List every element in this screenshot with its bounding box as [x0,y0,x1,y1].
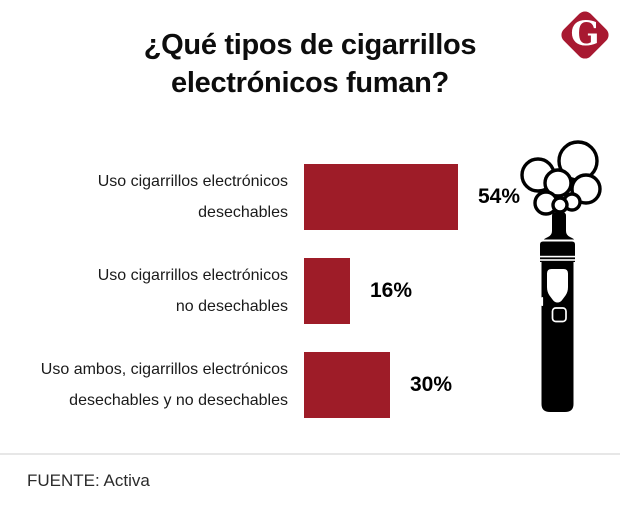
value-label: 16% [370,279,413,302]
value-label: 54% [478,185,521,208]
bar-label-line-1: Uso ambos, cigarrillos electrónicos [40,360,288,378]
footer-divider [0,453,620,455]
logo-letter: G [570,14,600,54]
bar-row-no-desechables: Uso cigarrillos electrónicos no desechab… [0,258,412,324]
bar-label: Uso cigarrillos electrónicos desechables [0,166,288,229]
page-title-line-2: electrónicos fuman? [171,67,449,99]
page-title: ¿Qué tipos de cigarrillos electrónicos f… [0,26,620,102]
bar-label: Uso cigarrillos electrónicos no desechab… [0,260,288,323]
e-cigarette-illustration [520,140,602,412]
bar-row-desechables: Uso cigarrillos electrónicos desechables… [0,164,520,230]
bar-no-desechables [304,258,350,324]
bar-label-line-2: desechables y no desechables [69,392,288,409]
bar-label-line-2: no desechables [175,298,288,315]
bar-row-ambos: Uso ambos, cigarrillos electrónicos dese… [0,352,452,418]
vape-pen-icon [539,212,576,412]
bar-desechables [304,164,458,230]
bar-label: Uso ambos, cigarrillos electrónicos dese… [0,354,288,417]
value-label: 30% [410,373,453,396]
bar-chart: Uso cigarrillos electrónicos desechables… [0,164,520,418]
smoke-clouds-icon [520,140,602,216]
page-title-line-1: ¿Qué tipos de cigarrillos [143,29,477,61]
bar-label-line-1: Uso cigarrillos electrónicos [97,266,288,284]
bar-label-line-2: desechables [198,204,288,221]
brand-logo: G [558,8,612,62]
bar-label-line-1: Uso cigarrillos electrónicos [97,172,288,190]
source-text: FUENTE: Activa [27,471,150,490]
bar-ambos [304,352,390,418]
